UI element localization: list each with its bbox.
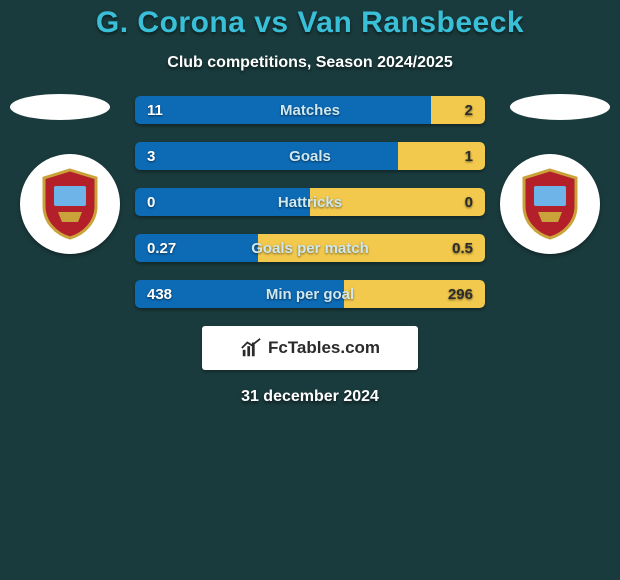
brand-text: FcTables.com xyxy=(268,338,380,358)
shield-icon xyxy=(40,168,100,240)
stat-value-right: 0 xyxy=(453,188,485,216)
stat-row: Hattricks0 0 xyxy=(135,188,485,216)
date-label: 31 december 2024 xyxy=(0,388,620,406)
team-crest-left xyxy=(20,154,120,254)
stat-value-left: 0 xyxy=(135,188,167,216)
comparison-arena: Matches112Goals31Hattricks00Goals per ma… xyxy=(0,94,620,406)
chart-icon xyxy=(240,337,262,359)
brand-watermark: FcTables.com xyxy=(202,326,418,370)
shield-icon xyxy=(520,168,580,240)
placeholder-oval-right xyxy=(510,94,610,120)
stat-label: Matches xyxy=(135,96,485,124)
comparison-card: G. Corona vs Van Ransbeeck Club competit… xyxy=(0,0,620,580)
stat-row: Matches11 2 xyxy=(135,96,485,124)
placeholder-oval-left xyxy=(10,94,110,120)
stat-value-left: 11 xyxy=(135,96,175,124)
stat-value-right: 2 xyxy=(453,96,485,124)
team-crest-right xyxy=(500,154,600,254)
stat-row: Goals3 1 xyxy=(135,142,485,170)
stat-label: Goals xyxy=(135,142,485,170)
stat-label: Min per goal xyxy=(135,280,485,308)
stat-label: Hattricks xyxy=(135,188,485,216)
stat-value-left: 438 xyxy=(135,280,184,308)
page-title: G. Corona vs Van Ransbeeck xyxy=(0,6,620,40)
stat-value-left: 0.27 xyxy=(135,234,188,262)
stat-value-right: 1 xyxy=(453,142,485,170)
stat-bars: Matches112Goals31Hattricks00Goals per ma… xyxy=(135,94,485,308)
stat-value-left: 3 xyxy=(135,142,167,170)
stat-row: Min per goal438 296 xyxy=(135,280,485,308)
stat-value-right: 0.5 xyxy=(440,234,485,262)
stat-value-right: 296 xyxy=(436,280,485,308)
stat-row: Goals per match0.270.5 xyxy=(135,234,485,262)
subtitle: Club competitions, Season 2024/2025 xyxy=(0,54,620,72)
